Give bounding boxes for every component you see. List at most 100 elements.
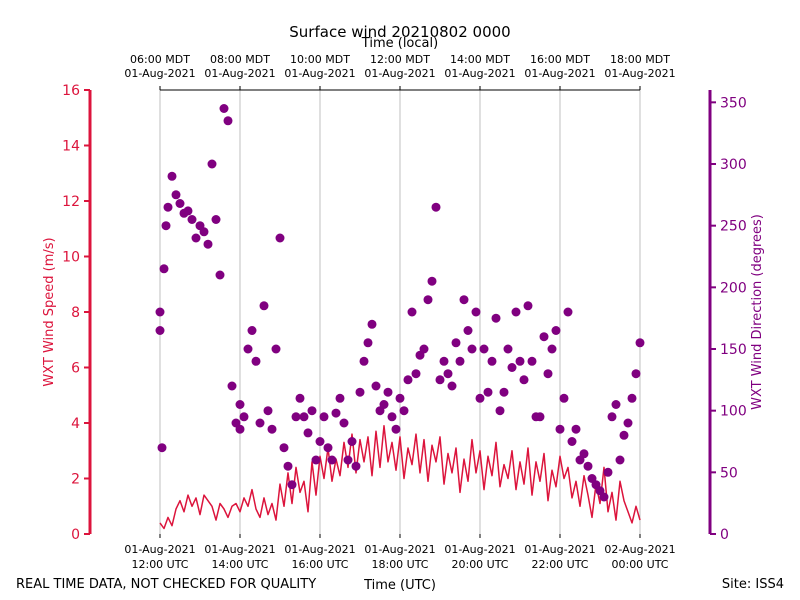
direction-point [407,307,417,317]
bottom-tick-label: 12:00 UTC [131,558,188,571]
top-tick-date: 01-Aug-2021 [524,67,595,80]
direction-point [227,381,237,391]
top-tick-label: 12:00 MDT [370,53,430,66]
direction-point [187,215,197,224]
direction-point [583,461,593,471]
direction-point [383,387,393,397]
direction-point [343,455,353,465]
direction-point [555,424,565,434]
top-tick-label: 18:00 MDT [610,53,670,66]
direction-point [283,461,293,471]
direction-point [551,326,561,335]
direction-point [471,307,481,317]
right-tick-label: 200 [720,280,747,296]
chart-title: Surface wind 20210802 0000 [289,23,510,41]
speed-series [159,425,641,530]
direction-point [467,344,477,354]
direction-point [223,116,233,126]
direction-point [267,424,277,434]
right-tick-label: 100 [720,404,747,420]
direction-point [599,492,609,502]
bottom-tick-date: 01-Aug-2021 [444,543,515,556]
top-tick-date: 01-Aug-2021 [444,67,515,80]
direction-point [623,418,633,428]
direction-point [559,393,569,403]
direction-point [615,455,625,465]
direction-point [535,412,545,422]
direction-point [387,412,397,422]
direction-point [215,270,225,280]
direction-point [199,227,209,237]
right-tick-label: 50 [720,465,738,481]
direction-point [543,369,553,379]
direction-point [219,104,229,113]
bottom-tick-label: 14:00 UTC [211,558,268,571]
direction-point [311,455,321,465]
direction-point [439,356,449,366]
speed-line [159,425,641,530]
direction-point [335,393,345,403]
bottom-tick-date: 01-Aug-2021 [284,543,355,556]
direction-point [379,400,389,409]
top-tick-label: 16:00 MDT [530,53,590,66]
bottom-tick-label: 18:00 UTC [371,558,428,571]
direction-point [395,393,405,403]
direction-point [323,443,333,453]
left-tick-label: 14 [62,139,80,155]
direction-point [447,381,457,391]
left-tick-label: 16 [62,83,80,99]
left-tick-label: 10 [62,250,80,266]
direction-point [527,356,537,366]
direction-point [287,480,297,490]
direction-point [579,449,589,459]
top-tick-label: 14:00 MDT [450,53,510,66]
direction-point [547,344,557,354]
top-axis-label: Time (local) [361,36,438,51]
direction-point [359,356,369,366]
right-tick-label: 350 [720,95,747,111]
direction-point [515,356,525,366]
direction-point [371,381,381,391]
direction-point [319,412,329,422]
direction-point [459,295,469,305]
direction-point [463,326,473,335]
direction-point [255,418,265,428]
bottom-tick-date: 01-Aug-2021 [124,543,195,556]
direction-point [627,393,637,403]
top-tick-date: 01-Aug-2021 [284,67,355,80]
top-tick-label: 06:00 MDT [130,53,190,66]
bottom-tick-label: 00:00 UTC [611,558,668,571]
direction-point [523,301,533,311]
direction-point [411,369,421,379]
direction-point [363,338,373,348]
direction-point [347,437,357,446]
direction-point [331,408,341,418]
direction-point [475,393,485,403]
right-tick-label: 150 [720,342,747,358]
direction-point [203,239,213,249]
direction-point [355,387,365,397]
direction-point [419,344,429,354]
direction-point [167,171,177,181]
top-tick-label: 08:00 MDT [210,53,270,66]
direction-point [155,326,165,335]
direction-point [391,424,401,434]
left-tick-label: 12 [62,194,80,210]
direction-point [295,393,305,403]
bottom-tick-date: 02-Aug-2021 [604,543,675,556]
direction-point [303,428,313,438]
direction-point [159,264,169,274]
direction-series [155,104,645,502]
direction-point [427,276,437,286]
top-tick-date: 01-Aug-2021 [124,67,195,80]
direction-point [499,387,509,397]
direction-point [519,375,529,385]
direction-point [291,412,301,422]
direction-point [423,295,433,305]
direction-point [619,430,629,440]
direction-point [563,307,573,317]
direction-point [403,375,413,385]
direction-point [483,387,493,397]
direction-point [635,338,645,348]
direction-point [163,202,173,212]
